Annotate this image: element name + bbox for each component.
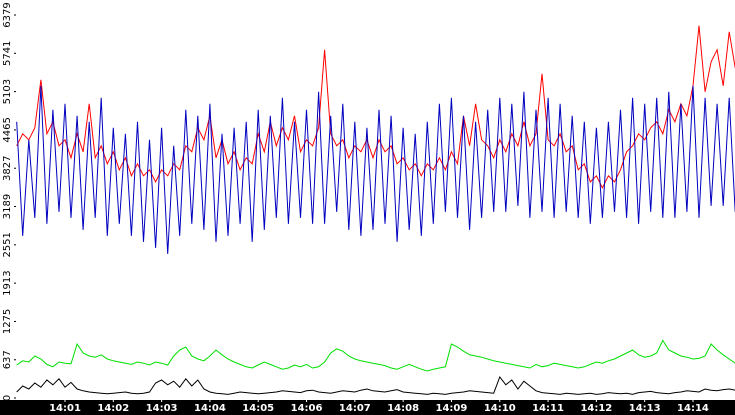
series-line	[16, 339, 735, 372]
x-tick-label: 14:06	[291, 403, 323, 414]
x-tick-label: 14:05	[242, 403, 274, 414]
x-tick-label: 14:03	[146, 403, 178, 414]
series-line	[16, 375, 735, 395]
y-tick-label: 5741	[2, 41, 13, 66]
x-axis-strip	[0, 400, 735, 415]
x-tick-label: 14:13	[629, 403, 661, 414]
y-tick-label: 1275	[2, 309, 13, 334]
x-tick-label: 14:07	[339, 403, 371, 414]
x-tick-label: 14:02	[97, 403, 129, 414]
y-tick-label: 3189	[2, 194, 13, 219]
x-tick-label: 14:04	[194, 403, 226, 414]
x-tick-label: 14:10	[484, 403, 516, 414]
series-line	[16, 85, 735, 254]
y-tick-label: 637	[2, 350, 13, 369]
x-tick-label: 14:08	[387, 403, 419, 414]
x-tick-label: 14:09	[436, 403, 468, 414]
y-tick-label: 6379	[2, 2, 13, 27]
series-line	[16, 25, 735, 190]
y-tick-label: 4465	[2, 117, 13, 142]
x-tick-label: 14:14	[677, 403, 709, 414]
y-tick-label: 1913	[2, 270, 13, 295]
y-tick-label: 2551	[2, 232, 13, 257]
x-tick-label: 14:01	[49, 403, 81, 414]
y-tick-label: 0	[2, 395, 13, 401]
y-tick-label: 5103	[2, 79, 13, 104]
x-tick-label: 14:12	[580, 403, 612, 414]
y-tick-label: 3827	[2, 155, 13, 180]
x-tick-label: 14:11	[532, 403, 564, 414]
